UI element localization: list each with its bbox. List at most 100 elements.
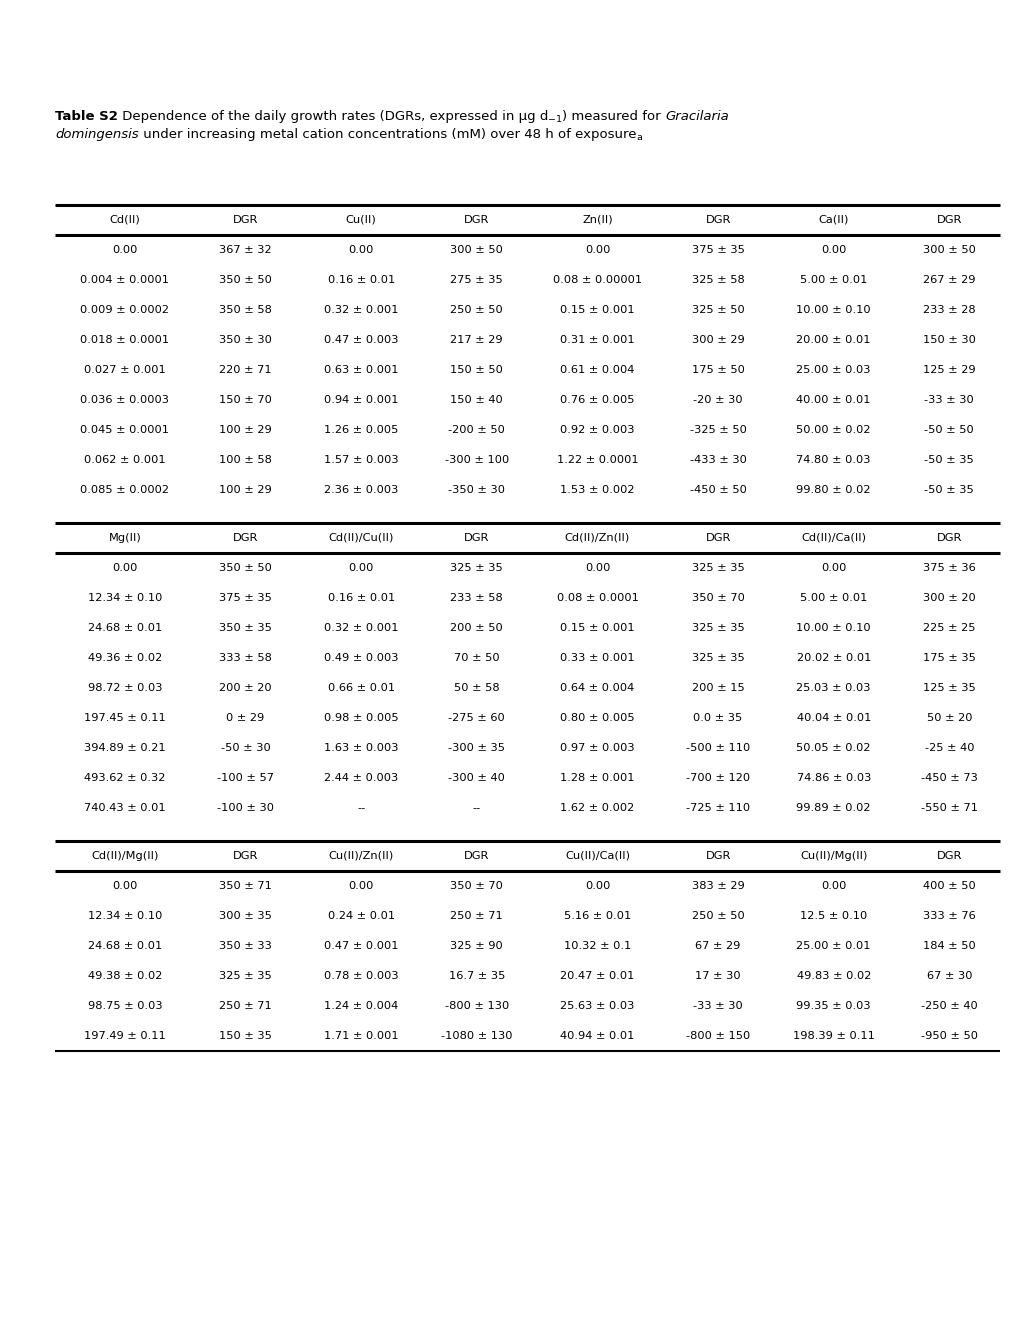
Text: 200 ± 50: 200 ± 50 — [450, 623, 502, 634]
Text: -950 ± 50: -950 ± 50 — [920, 1031, 977, 1041]
Text: 217 ± 29: 217 ± 29 — [450, 335, 502, 345]
Text: 0.24 ± 0.01: 0.24 ± 0.01 — [327, 911, 394, 921]
Text: 367 ± 32: 367 ± 32 — [219, 246, 272, 255]
Text: 20.00 ± 0.01: 20.00 ± 0.01 — [796, 335, 870, 345]
Text: 24.68 ± 0.01: 24.68 ± 0.01 — [88, 623, 162, 634]
Text: 0.00: 0.00 — [584, 880, 609, 891]
Text: 24.68 ± 0.01: 24.68 ± 0.01 — [88, 941, 162, 950]
Text: 0.32 ± 0.001: 0.32 ± 0.001 — [324, 623, 398, 634]
Text: 197.45 ± 0.11: 197.45 ± 0.11 — [84, 713, 166, 723]
Text: Cd(II)/Ca(II): Cd(II)/Ca(II) — [801, 533, 865, 543]
Text: under increasing metal cation concentrations (mM) over 48 h of exposure: under increasing metal cation concentrat… — [139, 128, 636, 141]
Text: -725 ± 110: -725 ± 110 — [686, 803, 749, 813]
Text: 350 ± 33: 350 ± 33 — [219, 941, 272, 950]
Text: 0.00: 0.00 — [348, 880, 374, 891]
Text: Cu(II)/Mg(II): Cu(II)/Mg(II) — [799, 851, 866, 861]
Text: -300 ± 35: -300 ± 35 — [448, 743, 504, 752]
Text: 40.94 ± 0.01: 40.94 ± 0.01 — [559, 1031, 634, 1041]
Text: 150 ± 40: 150 ± 40 — [450, 395, 502, 405]
Text: 200 ± 15: 200 ± 15 — [691, 682, 744, 693]
Text: DGR: DGR — [935, 533, 961, 543]
Text: 25.00 ± 0.03: 25.00 ± 0.03 — [796, 366, 870, 375]
Text: 99.89 ± 0.02: 99.89 ± 0.02 — [796, 803, 870, 813]
Text: 0.045 ± 0.0001: 0.045 ± 0.0001 — [81, 425, 169, 436]
Text: 49.36 ± 0.02: 49.36 ± 0.02 — [88, 653, 162, 663]
Text: 0.64 ± 0.004: 0.64 ± 0.004 — [559, 682, 634, 693]
Text: DGR: DGR — [705, 533, 730, 543]
Text: 350 ± 70: 350 ± 70 — [691, 593, 744, 603]
Text: -50 ± 35: -50 ± 35 — [923, 455, 973, 465]
Text: 20.02 ± 0.01: 20.02 ± 0.01 — [796, 653, 870, 663]
Text: 325 ± 35: 325 ± 35 — [691, 564, 744, 573]
Text: 1.62 ± 0.002: 1.62 ± 0.002 — [559, 803, 634, 813]
Text: −1: −1 — [548, 115, 561, 124]
Text: 198.39 ± 0.11: 198.39 ± 0.11 — [792, 1031, 873, 1041]
Text: 12.34 ± 0.10: 12.34 ± 0.10 — [88, 911, 162, 921]
Text: DGR: DGR — [935, 851, 961, 861]
Text: Cu(II)/Ca(II): Cu(II)/Ca(II) — [565, 851, 630, 861]
Text: 0.00: 0.00 — [348, 564, 374, 573]
Text: 0.00: 0.00 — [820, 564, 846, 573]
Text: 0.00: 0.00 — [584, 246, 609, 255]
Text: -50 ± 50: -50 ± 50 — [923, 425, 973, 436]
Text: 333 ± 76: 333 ± 76 — [922, 911, 975, 921]
Text: -1080 ± 130: -1080 ± 130 — [440, 1031, 513, 1041]
Text: 0.66 ± 0.01: 0.66 ± 0.01 — [327, 682, 394, 693]
Text: 325 ± 50: 325 ± 50 — [691, 305, 744, 315]
Text: -50 ± 35: -50 ± 35 — [923, 484, 973, 495]
Text: 0.027 ± 0.001: 0.027 ± 0.001 — [84, 366, 166, 375]
Text: -500 ± 110: -500 ± 110 — [686, 743, 750, 752]
Text: 0.00: 0.00 — [584, 564, 609, 573]
Text: 0.15 ± 0.001: 0.15 ± 0.001 — [559, 305, 634, 315]
Text: 98.72 ± 0.03: 98.72 ± 0.03 — [88, 682, 162, 693]
Text: 150 ± 50: 150 ± 50 — [450, 366, 502, 375]
Text: 233 ± 58: 233 ± 58 — [450, 593, 502, 603]
Text: 350 ± 70: 350 ± 70 — [450, 880, 502, 891]
Text: -433 ± 30: -433 ± 30 — [689, 455, 746, 465]
Text: 325 ± 90: 325 ± 90 — [450, 941, 502, 950]
Text: 300 ± 50: 300 ± 50 — [450, 246, 502, 255]
Text: 99.35 ± 0.03: 99.35 ± 0.03 — [796, 1001, 870, 1011]
Text: DGR: DGR — [232, 533, 258, 543]
Text: 0.00: 0.00 — [112, 246, 138, 255]
Text: -20 ± 30: -20 ± 30 — [693, 395, 742, 405]
Text: DGR: DGR — [232, 851, 258, 861]
Text: 150 ± 30: 150 ± 30 — [922, 335, 975, 345]
Text: 250 ± 50: 250 ± 50 — [691, 911, 744, 921]
Text: 67 ± 30: 67 ± 30 — [925, 972, 971, 981]
Text: 250 ± 50: 250 ± 50 — [450, 305, 502, 315]
Text: 300 ± 29: 300 ± 29 — [691, 335, 744, 345]
Text: 375 ± 35: 375 ± 35 — [219, 593, 272, 603]
Text: 0.47 ± 0.003: 0.47 ± 0.003 — [324, 335, 398, 345]
Text: 1.57 ± 0.003: 1.57 ± 0.003 — [324, 455, 398, 465]
Text: 50.00 ± 0.02: 50.00 ± 0.02 — [796, 425, 870, 436]
Text: -450 ± 73: -450 ± 73 — [920, 774, 977, 783]
Text: Mg(II): Mg(II) — [108, 533, 142, 543]
Text: -250 ± 40: -250 ± 40 — [920, 1001, 977, 1011]
Text: 50.05 ± 0.02: 50.05 ± 0.02 — [796, 743, 870, 752]
Text: 10.00 ± 0.10: 10.00 ± 0.10 — [796, 623, 870, 634]
Text: DGR: DGR — [232, 215, 258, 224]
Text: 184 ± 50: 184 ± 50 — [922, 941, 975, 950]
Text: 5.16 ± 0.01: 5.16 ± 0.01 — [564, 911, 631, 921]
Text: 25.63 ± 0.03: 25.63 ± 0.03 — [559, 1001, 634, 1011]
Text: 0.63 ± 0.001: 0.63 ± 0.001 — [324, 366, 398, 375]
Text: 325 ± 58: 325 ± 58 — [691, 275, 744, 285]
Text: 150 ± 70: 150 ± 70 — [219, 395, 272, 405]
Text: DGR: DGR — [464, 851, 489, 861]
Text: 300 ± 35: 300 ± 35 — [219, 911, 272, 921]
Text: 350 ± 58: 350 ± 58 — [219, 305, 272, 315]
Text: 0.08 ± 0.00001: 0.08 ± 0.00001 — [552, 275, 641, 285]
Text: 17 ± 30: 17 ± 30 — [695, 972, 740, 981]
Text: Cd(II)/Zn(II): Cd(II)/Zn(II) — [565, 533, 630, 543]
Text: 0.00: 0.00 — [348, 246, 374, 255]
Text: 70 ± 50: 70 ± 50 — [453, 653, 499, 663]
Text: 350 ± 35: 350 ± 35 — [219, 623, 272, 634]
Text: 233 ± 28: 233 ± 28 — [922, 305, 974, 315]
Text: Zn(II): Zn(II) — [582, 215, 612, 224]
Text: 125 ± 35: 125 ± 35 — [922, 682, 975, 693]
Text: Gracilaria: Gracilaria — [664, 110, 729, 123]
Text: 40.00 ± 0.01: 40.00 ± 0.01 — [796, 395, 870, 405]
Text: 225 ± 25: 225 ± 25 — [922, 623, 974, 634]
Text: 0.47 ± 0.001: 0.47 ± 0.001 — [324, 941, 398, 950]
